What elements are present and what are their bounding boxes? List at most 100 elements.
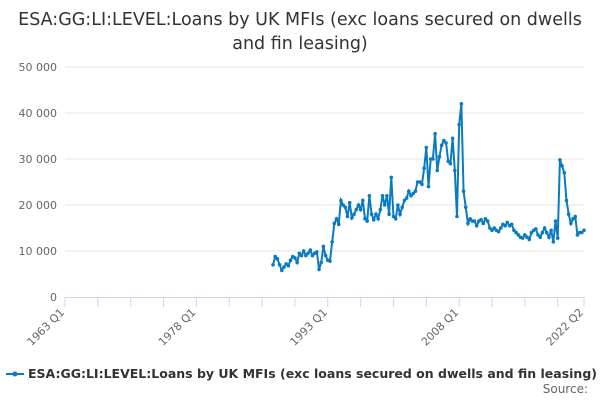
- data-point[interactable]: [442, 138, 446, 143]
- data-point[interactable]: [472, 219, 477, 223]
- data-point[interactable]: [560, 164, 564, 168]
- data-point[interactable]: [450, 136, 455, 141]
- data-point[interactable]: [286, 263, 291, 268]
- data-point[interactable]: [420, 182, 424, 187]
- data-point[interactable]: [341, 203, 345, 207]
- data-point[interactable]: [431, 157, 435, 161]
- data-point[interactable]: [457, 122, 461, 127]
- data-point[interactable]: [439, 143, 444, 147]
- data-point[interactable]: [488, 226, 492, 230]
- data-point[interactable]: [339, 198, 343, 203]
- data-point[interactable]: [520, 236, 525, 240]
- data-point[interactable]: [544, 230, 549, 235]
- data-point[interactable]: [514, 230, 518, 235]
- data-point[interactable]: [295, 260, 299, 265]
- data-point[interactable]: [483, 217, 488, 221]
- data-point[interactable]: [369, 212, 374, 216]
- data-point[interactable]: [527, 237, 532, 242]
- data-point[interactable]: [350, 216, 354, 220]
- data-point[interactable]: [310, 253, 315, 258]
- data-point[interactable]: [354, 207, 359, 212]
- data-point[interactable]: [463, 205, 468, 210]
- data-point[interactable]: [334, 217, 339, 221]
- data-point[interactable]: [382, 203, 387, 207]
- data-point[interactable]: [404, 196, 409, 200]
- data-point[interactable]: [402, 198, 407, 203]
- data-point[interactable]: [435, 168, 440, 173]
- data-point[interactable]: [553, 219, 558, 223]
- data-point[interactable]: [378, 207, 383, 212]
- data-point[interactable]: [293, 256, 297, 260]
- data-point[interactable]: [347, 200, 352, 205]
- data-point[interactable]: [411, 191, 415, 196]
- data-point[interactable]: [343, 205, 348, 210]
- data-point[interactable]: [387, 212, 391, 216]
- data-point[interactable]: [505, 220, 510, 225]
- data-point[interactable]: [582, 228, 586, 233]
- data-point[interactable]: [407, 189, 411, 193]
- data-point[interactable]: [315, 250, 319, 254]
- data-point[interactable]: [433, 131, 437, 136]
- data-point[interactable]: [424, 145, 429, 150]
- data-point[interactable]: [409, 194, 413, 198]
- data-point[interactable]: [345, 214, 350, 219]
- data-point[interactable]: [396, 203, 400, 207]
- data-point[interactable]: [319, 260, 324, 265]
- data-point[interactable]: [540, 230, 545, 235]
- data-point[interactable]: [573, 214, 578, 219]
- data-point[interactable]: [509, 222, 514, 227]
- data-point[interactable]: [299, 253, 304, 258]
- data-point[interactable]: [400, 205, 405, 210]
- data-point[interactable]: [398, 212, 402, 216]
- data-point[interactable]: [297, 251, 302, 256]
- data-point[interactable]: [361, 198, 365, 203]
- data-point[interactable]: [566, 212, 571, 216]
- data-point[interactable]: [282, 265, 286, 269]
- data-point[interactable]: [496, 229, 501, 234]
- data-point[interactable]: [321, 244, 326, 249]
- data-point[interactable]: [393, 217, 398, 221]
- data-point[interactable]: [363, 217, 367, 221]
- data-point[interactable]: [417, 180, 422, 184]
- data-point[interactable]: [452, 168, 457, 173]
- data-point[interactable]: [551, 240, 556, 244]
- data-point[interactable]: [380, 194, 385, 198]
- data-point[interactable]: [332, 221, 337, 226]
- data-point[interactable]: [534, 227, 538, 231]
- data-point[interactable]: [273, 254, 278, 259]
- data-point[interactable]: [529, 230, 534, 235]
- data-point[interactable]: [277, 263, 282, 267]
- data-point[interactable]: [569, 221, 573, 226]
- data-point[interactable]: [365, 219, 370, 223]
- data-point[interactable]: [455, 214, 459, 219]
- data-point[interactable]: [336, 222, 341, 227]
- data-point[interactable]: [317, 267, 321, 272]
- data-point[interactable]: [426, 184, 431, 189]
- data-point[interactable]: [448, 161, 453, 166]
- data-point[interactable]: [512, 228, 516, 233]
- data-point[interactable]: [356, 203, 361, 207]
- data-point[interactable]: [503, 223, 507, 228]
- data-point[interactable]: [575, 233, 580, 237]
- data-point[interactable]: [301, 249, 306, 253]
- data-point[interactable]: [516, 233, 521, 237]
- legend-item[interactable]: ESA:GG:LI:LEVEL:Loans by UK MFIs (exc lo…: [6, 366, 597, 381]
- data-point[interactable]: [580, 230, 584, 235]
- data-point[interactable]: [555, 236, 560, 240]
- data-point[interactable]: [275, 257, 280, 261]
- data-point[interactable]: [571, 217, 575, 221]
- data-point[interactable]: [376, 217, 380, 221]
- data-point[interactable]: [371, 217, 376, 222]
- data-point[interactable]: [542, 226, 547, 230]
- data-point[interactable]: [536, 233, 540, 237]
- data-point[interactable]: [468, 217, 472, 221]
- data-point[interactable]: [385, 194, 389, 198]
- data-point[interactable]: [279, 268, 284, 273]
- data-point[interactable]: [367, 194, 372, 198]
- data-point[interactable]: [304, 253, 308, 258]
- data-point[interactable]: [479, 217, 483, 222]
- data-point[interactable]: [485, 219, 490, 223]
- data-point[interactable]: [474, 223, 479, 228]
- data-point[interactable]: [374, 212, 378, 216]
- data-point[interactable]: [437, 154, 442, 159]
